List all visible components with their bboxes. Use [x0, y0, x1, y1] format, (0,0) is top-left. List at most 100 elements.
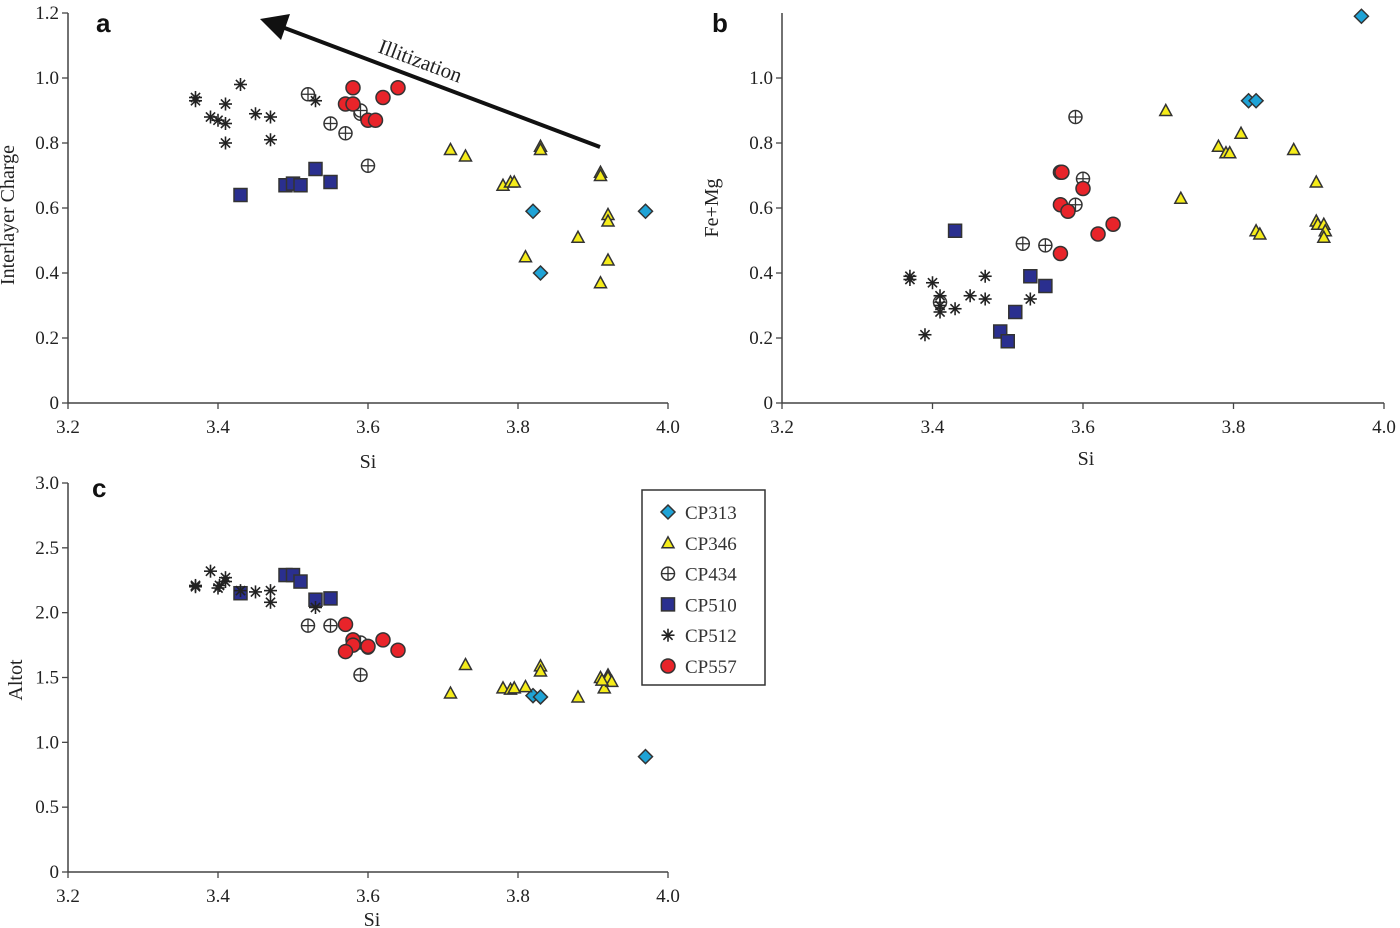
arrow-shaft: [281, 25, 601, 149]
legend-entry-cp557: CP557: [660, 657, 737, 678]
point-cp557: [337, 643, 354, 660]
legend-entry-cp512: CP512: [661, 626, 737, 647]
x-tick-label: 3.6: [1071, 417, 1095, 438]
x-tick-label: 3.8: [506, 417, 530, 438]
y-tick-label: 1.2: [35, 3, 59, 24]
point-cp346: [443, 141, 458, 156]
point-cp512: [264, 133, 277, 147]
series-CP557: [337, 616, 406, 660]
point-cp510: [1038, 278, 1053, 294]
x-tick-label: 3.2: [56, 886, 80, 907]
y-tick-label: 2.5: [35, 538, 59, 559]
series-CP557: [337, 80, 406, 128]
point-cp434: [360, 158, 376, 173]
y-tick-label: 3.0: [35, 473, 59, 494]
point-cp512: [1023, 292, 1037, 306]
series-CP313: [524, 203, 654, 282]
series-CP510: [233, 567, 338, 607]
point-cp512: [933, 305, 947, 319]
point-cp510: [1000, 334, 1015, 349]
y-tick-label: 0.8: [35, 133, 59, 154]
point-cp510: [947, 223, 963, 238]
y-tick-label: 0.4: [35, 263, 59, 284]
legend-box: [641, 489, 766, 686]
point-cp434: [353, 667, 368, 683]
point-cp346: [593, 275, 608, 289]
legend-label: CP346: [685, 534, 737, 555]
point-cp510: [293, 178, 308, 193]
y-axis-label: Fe+Mg: [701, 178, 723, 237]
point-cp346: [1173, 190, 1189, 204]
point-cp557: [337, 616, 354, 633]
point-cp346: [518, 249, 533, 263]
y-tick-label: 0.2: [749, 328, 773, 349]
point-cp313: [637, 203, 654, 220]
point-cp346: [1286, 141, 1301, 156]
panel-c: 0 0.5 1.0 1.5 2.0 2.5 3.0 3.2 3.4 3.6 3.8 4.0 Si Alto…: [5, 473, 680, 928]
point-cp557: [375, 89, 391, 106]
point-cp512: [234, 584, 247, 598]
point-cp434: [323, 618, 338, 633]
x-axis-label: Si: [1078, 448, 1095, 470]
legend-entry-cp434: CP434: [660, 565, 737, 586]
y-tick-label: 2.0: [35, 603, 59, 624]
point-cp510: [233, 187, 248, 203]
panel-a: 0 0.2 0.4 0.6 0.8 1.0 1.2 3.2 3.4 3.6 3.8 4.0 Si Inte…: [0, 3, 680, 473]
x-tick-label: 3.4: [206, 886, 230, 907]
x-tick-label: 4.0: [1372, 417, 1396, 438]
point-cp512: [219, 97, 232, 111]
point-cp434: [1015, 236, 1031, 251]
series-CP512: [189, 564, 322, 614]
series-CP313: [1240, 8, 1370, 109]
point-cp510: [293, 574, 308, 589]
y-tick-label: 1.5: [35, 668, 59, 689]
x-tick-label: 3.2: [770, 417, 794, 438]
panel-b: 0 0.2 0.4 0.6 0.8 1.0 3.2 3.4 3.6 3.8 4.0 Si Fe+Mg b: [701, 8, 1396, 470]
y-tick-label: 0.6: [35, 198, 59, 219]
point-cp512: [213, 578, 226, 592]
legend-label: CP512: [685, 626, 737, 647]
x-tick-label: 3.2: [56, 417, 80, 438]
legend: CP313 CP346 CP434 CP510 CP512 CP557: [641, 489, 766, 686]
point-cp346: [594, 672, 610, 686]
point-cp512: [309, 94, 322, 108]
y-tick-label: 1.0: [35, 732, 59, 753]
y-tick-label: 0.5: [35, 797, 59, 818]
point-cp313: [1353, 8, 1370, 25]
point-cp346: [443, 685, 458, 699]
legend-entry-cp510: CP510: [660, 595, 737, 616]
point-cp557: [1105, 216, 1121, 232]
x-tick-label: 3.8: [506, 886, 530, 907]
point-cp346: [570, 229, 586, 243]
point-cp313: [532, 264, 549, 282]
series-CP557: [1052, 164, 1121, 262]
point-cp346: [570, 689, 586, 703]
point-cp346: [458, 148, 473, 162]
legend-label: CP313: [685, 503, 737, 524]
series-CP512: [903, 269, 1037, 342]
legend-entry-cp346: CP346: [660, 534, 737, 555]
point-cp557: [1090, 226, 1106, 242]
point-cp512: [978, 269, 992, 283]
point-cp434: [1068, 109, 1083, 125]
legend-label: CP510: [685, 595, 737, 616]
legend-marker-cp346: [660, 535, 676, 549]
point-cp557: [360, 638, 376, 655]
point-cp346: [1158, 102, 1174, 117]
y-tick-label: 0: [764, 393, 774, 414]
point-cp346: [506, 680, 522, 694]
y-tick-label: 0.8: [749, 133, 773, 154]
series-CP510: [947, 223, 1053, 349]
point-cp557: [1054, 164, 1070, 180]
point-cp512: [926, 276, 939, 290]
y-tick-label: 0.2: [35, 328, 59, 349]
point-cp346: [593, 167, 608, 182]
series-CP346: [1158, 102, 1333, 243]
y-tick-label: 1.0: [35, 68, 59, 89]
panel-label: b: [712, 8, 728, 38]
x-tick-label: 3.8: [1222, 417, 1246, 438]
point-cp512: [264, 595, 277, 609]
series-CP346: [443, 656, 620, 703]
point-cp510: [1023, 269, 1038, 284]
